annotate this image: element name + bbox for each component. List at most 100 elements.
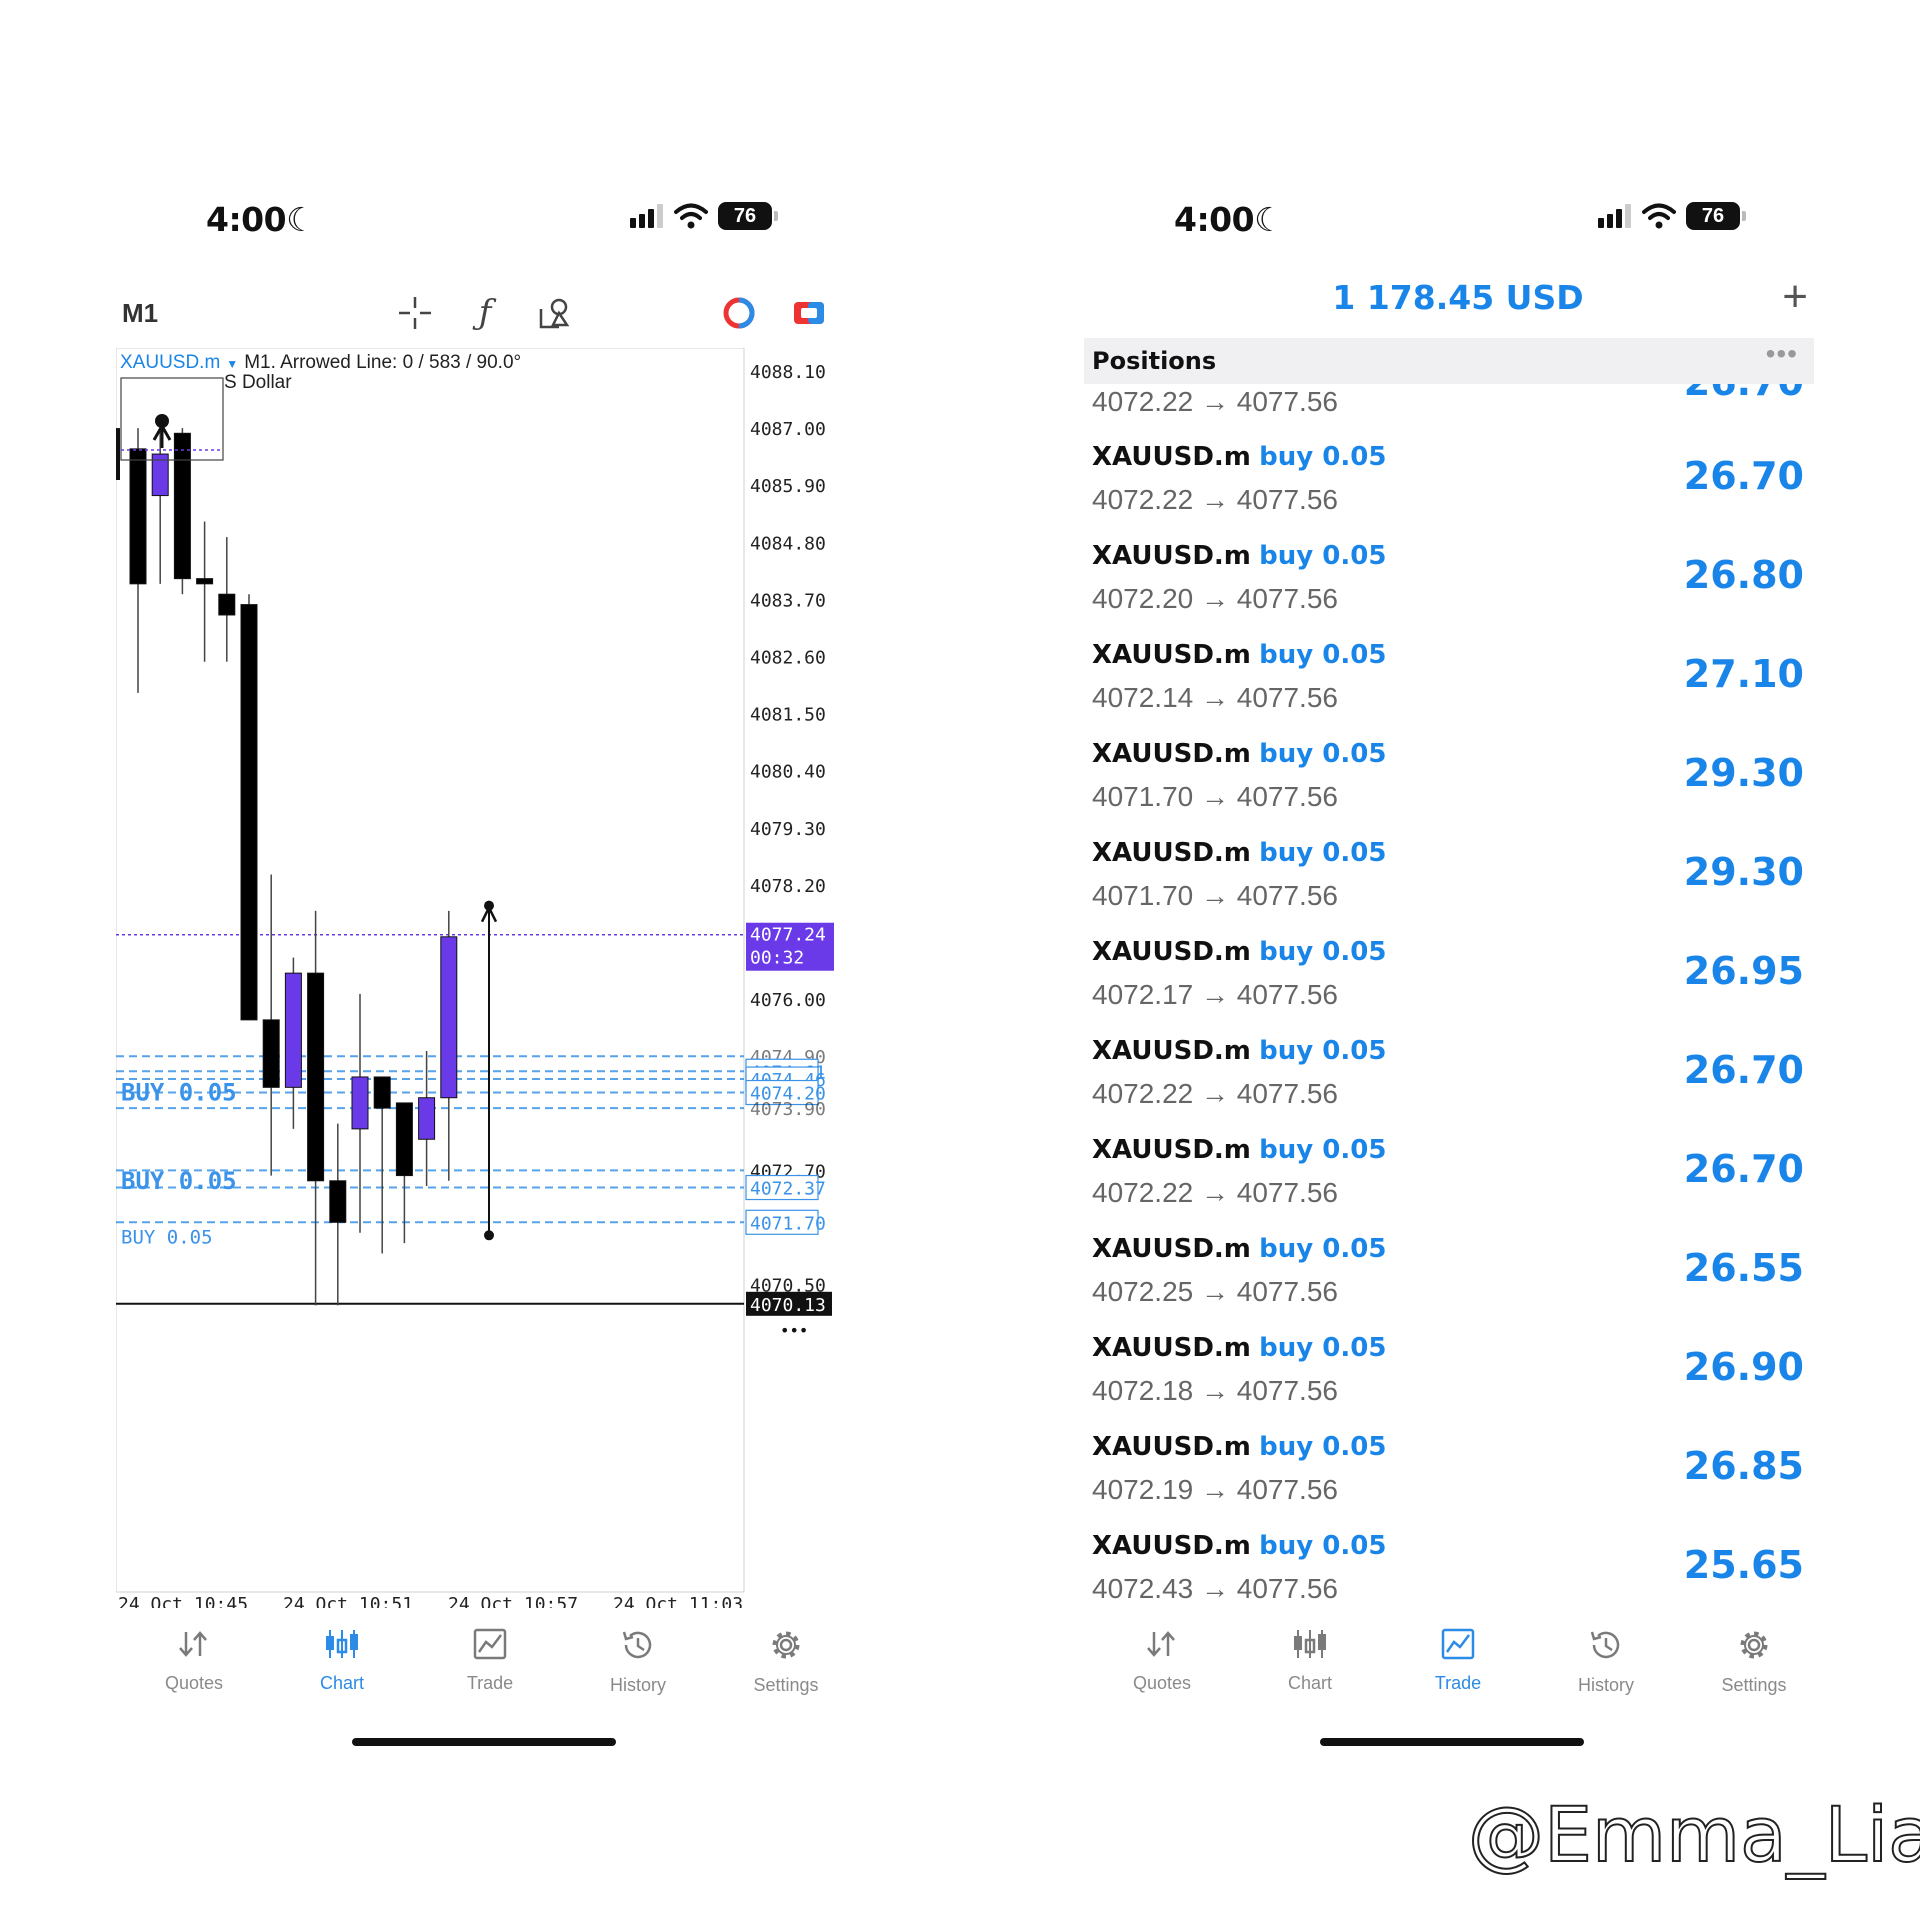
candle (351, 1076, 369, 1130)
price-label: 4071.70 (750, 1213, 826, 1234)
quotes-icon (176, 1628, 212, 1665)
position-profit: 26.70 (1683, 1048, 1804, 1092)
chart-frame (116, 348, 745, 1593)
account-balance: 1 178.45 USD (1332, 278, 1584, 317)
nav-trade[interactable]: Trade (1384, 1628, 1532, 1718)
position-row[interactable]: XAUUSD.m buy 0.05 4072.22 → 4077.56 26.70 (1084, 430, 1814, 529)
chart-title: XAUUSD.m ▼ M1. Arrowed Line: 0 / 583 / 90.… (120, 352, 521, 373)
position-title: XAUUSD.m buy 0.05 (1092, 1333, 1386, 1363)
position-side: buy 0.05 (1259, 1036, 1387, 1066)
position-title: XAUUSD.m buy 0.05 (1092, 1036, 1386, 1066)
home-indicator (352, 1738, 616, 1746)
position-row[interactable]: 4072.22 → 4077.56 26.70 (1084, 384, 1814, 430)
chart-more-button[interactable]: ••• (780, 1321, 808, 1340)
nav-label: Quotes (164, 1673, 224, 1693)
position-row[interactable]: XAUUSD.m buy 0.05 4072.19 → 4077.56 26.85 (1084, 1420, 1814, 1519)
nav-trade[interactable]: Trade (416, 1628, 564, 1718)
nav-label: Settings (753, 1675, 819, 1695)
arrowed-line-anchor[interactable] (484, 1230, 494, 1241)
order-lines: BUY 0.05 BUY 0.05 BUY 0.05 (116, 933, 744, 1305)
nav-settings[interactable]: Settings (1680, 1628, 1828, 1718)
timeframe-button[interactable]: M1 (121, 297, 159, 328)
order-price-tag (745, 1079, 819, 1106)
position-title: XAUUSD.m buy 0.05 (1092, 937, 1386, 967)
current-price-tag (746, 922, 834, 971)
order-label[interactable]: BUY 0.05 (121, 1079, 237, 1107)
status-time-text: 4:00 (1174, 200, 1255, 239)
price-label: 4083.70 (750, 590, 826, 611)
position-row[interactable]: XAUUSD.m buy 0.05 4072.25 → 4077.56 26.55 (1084, 1222, 1814, 1321)
position-prices: 4071.70 → 4077.56 (1092, 781, 1338, 812)
candle (151, 453, 169, 497)
nav-label: Chart (319, 1673, 364, 1693)
position-row[interactable]: XAUUSD.m buy 0.05 4072.14 → 4077.56 27.10 (1084, 628, 1814, 727)
nav-quotes[interactable]: Quotes (120, 1628, 268, 1718)
position-profit: 26.80 (1683, 553, 1804, 597)
position-row[interactable]: XAUUSD.m buy 0.05 4071.70 → 4077.56 29.30 (1084, 826, 1814, 925)
order-price-tag (745, 1174, 819, 1201)
nav-label: Trade (1434, 1673, 1482, 1693)
order-label[interactable]: BUY 0.05 (121, 1167, 237, 1195)
status-icons: 76 (1598, 202, 1746, 230)
position-row[interactable]: XAUUSD.m buy 0.05 4072.17 → 4077.56 26.95 (1084, 925, 1814, 1024)
position-prices: 4072.19 → 4077.56 (1092, 1474, 1338, 1505)
crosshair-icon[interactable] (390, 286, 440, 340)
position-profit: 26.70 (1683, 454, 1804, 498)
history-icon (1588, 1628, 1624, 1667)
position-side: buy 0.05 (1259, 442, 1387, 472)
wifi-icon (674, 203, 708, 229)
position-profit: 26.70 (1684, 384, 1804, 404)
nav-quotes[interactable]: Quotes (1088, 1628, 1236, 1718)
trade-icon (472, 1628, 508, 1665)
objects-icon[interactable] (530, 286, 580, 340)
position-prices: 4072.20 → 4077.56 (1092, 583, 1338, 614)
status-bar: 4:00☾ 76 (100, 198, 880, 242)
indicators-icon[interactable]: ƒ (478, 293, 492, 333)
low-price: 4070.13 (750, 1295, 826, 1316)
position-side: buy 0.05 (1259, 1135, 1387, 1165)
position-row[interactable]: XAUUSD.m buy 0.05 4072.20 → 4077.56 26.80 (1084, 529, 1814, 628)
position-row[interactable]: XAUUSD.m buy 0.05 4072.22 → 4077.56 26.70 (1084, 1123, 1814, 1222)
position-title: XAUUSD.m buy 0.05 (1092, 1432, 1386, 1462)
price-label: 4084.80 (750, 533, 826, 554)
chart-info: M1. Arrowed Line: 0 / 583 / 90.0° (244, 352, 521, 373)
chart-screen: 4:00☾ 76 M1 ƒ BUY 0.05 BUY 0.05 BUY 0.05 4… (100, 0, 880, 1920)
settings-icon (1736, 1628, 1772, 1667)
position-row[interactable]: XAUUSD.m buy 0.05 4071.70 → 4077.56 29.30 (1084, 727, 1814, 826)
position-title: XAUUSD.m buy 0.05 (1092, 838, 1386, 868)
position-prices: 4072.25 → 4077.56 (1092, 1276, 1338, 1307)
position-profit: 26.95 (1683, 949, 1804, 993)
nav-settings[interactable]: Settings (712, 1628, 860, 1718)
nav-label: Settings (1721, 1675, 1787, 1695)
position-row[interactable]: XAUUSD.m buy 0.05 4072.22 → 4077.56 26.70 (1084, 1024, 1814, 1123)
new-order-button[interactable]: + (1782, 272, 1808, 321)
order-label[interactable]: BUY 0.05 (121, 1226, 213, 1248)
positions-list[interactable]: 4072.22 → 4077.56 26.70 XAUUSD.m buy 0.0… (1084, 384, 1814, 1616)
one-click-trading-icon[interactable] (714, 286, 764, 340)
nav-label: History (1577, 1675, 1634, 1695)
positions-more-button[interactable]: ••• (1765, 338, 1798, 369)
position-side: buy 0.05 (1259, 838, 1387, 868)
nav-chart[interactable]: Chart (1236, 1628, 1384, 1718)
nav-chart[interactable]: Chart (268, 1628, 416, 1718)
time-axis: 24 Oct 10:45 24 Oct 10:51 24 Oct 10:57 24 O… (118, 1594, 743, 1608)
position-prices: 4072.22 → 4077.56 (1092, 1177, 1338, 1208)
candle (262, 1019, 280, 1088)
moon-icon: ☾ (1254, 200, 1284, 239)
bar-timer: 00:32 (750, 948, 804, 969)
quotes-icon (1144, 1628, 1180, 1665)
time-label: 24 Oct 11:03 (613, 1594, 743, 1608)
position-profit: 26.85 (1683, 1444, 1804, 1488)
position-prices: 4071.70 → 4077.56 (1092, 880, 1338, 911)
position-profit: 26.70 (1683, 1147, 1804, 1191)
position-title: XAUUSD.m buy 0.05 (1092, 1135, 1386, 1165)
position-title: XAUUSD.m buy 0.05 (1092, 1234, 1386, 1264)
selected-object-box[interactable] (120, 377, 224, 461)
nav-history[interactable]: History (564, 1628, 712, 1718)
new-order-icon[interactable] (784, 286, 834, 340)
position-symbol: XAUUSD.m (1092, 1432, 1251, 1462)
nav-history[interactable]: History (1532, 1628, 1680, 1718)
position-row[interactable]: XAUUSD.m buy 0.05 4072.18 → 4077.56 26.90 (1084, 1321, 1814, 1420)
position-row[interactable]: XAUUSD.m buy 0.05 4072.43 → 4077.56 25.65 (1084, 1519, 1814, 1616)
